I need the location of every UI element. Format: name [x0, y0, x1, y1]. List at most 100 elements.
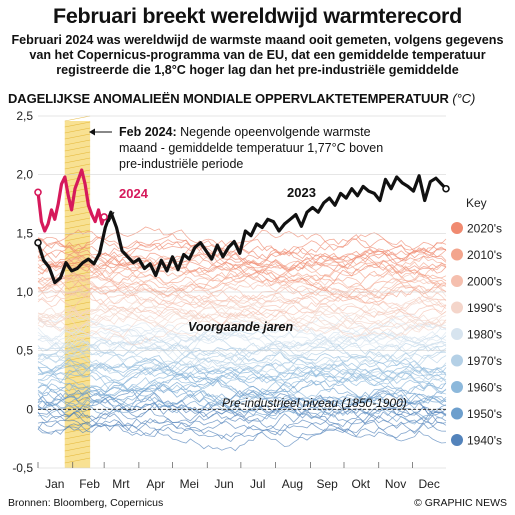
key-label: 1960's — [467, 381, 502, 395]
history-line — [37, 390, 447, 424]
y-tick-label: 0 — [26, 402, 33, 416]
key-swatch — [451, 301, 463, 314]
history-line — [37, 229, 447, 260]
key-label: 1970's — [467, 354, 502, 368]
key-swatch — [451, 407, 463, 420]
x-tick-label: Feb — [79, 477, 100, 491]
highlight-hatch — [64, 145, 91, 152]
y-tick-label: 2,5 — [16, 109, 33, 123]
highlight-hatch — [64, 217, 91, 224]
x-tick-label: Nov — [385, 477, 406, 491]
history-line — [37, 357, 447, 386]
history-line — [37, 382, 447, 412]
highlight-hatch — [64, 115, 91, 122]
history-line — [37, 407, 447, 448]
history-line — [37, 347, 447, 382]
key-swatch — [451, 381, 463, 393]
key-swatch — [451, 354, 463, 367]
x-tick-label: Apr — [146, 477, 165, 491]
x-tick-label: Sep — [317, 477, 339, 491]
y-tick-label: 0,5 — [16, 344, 33, 358]
highlight-hatch — [64, 151, 91, 158]
x-tick-label: Mei — [180, 477, 199, 491]
history-line — [37, 370, 447, 406]
key-swatch — [451, 248, 463, 261]
history-line — [37, 283, 447, 317]
highlight-hatch — [64, 457, 91, 464]
series-2023-line — [36, 174, 448, 285]
series-2024-line-end-dot — [100, 213, 108, 221]
key-label: 1990's — [467, 301, 502, 315]
y-tick-label: 1,5 — [16, 226, 33, 240]
page-subtitle: Februari 2024 was wereldwijd de warmste … — [11, 33, 504, 77]
series-2023-line-start-dot — [34, 238, 42, 247]
history-line — [37, 403, 447, 438]
history-line — [37, 387, 447, 420]
label-2024: 2024 — [119, 186, 149, 201]
history-line — [37, 326, 447, 368]
history-line — [37, 279, 447, 302]
highlight-hatch — [64, 301, 91, 308]
x-tick-label: Mrt — [112, 477, 130, 491]
page-title: Februari breekt wereldwijd warmterecord — [53, 4, 462, 28]
series-2024-pointer — [108, 211, 115, 223]
x-tick-label: Jun — [214, 477, 233, 491]
history-line — [37, 306, 447, 346]
highlight-hatch — [64, 451, 91, 458]
key-swatch — [451, 328, 463, 340]
history-line — [37, 317, 447, 344]
history-line — [37, 244, 447, 277]
history-line — [37, 276, 447, 319]
annotation-arrowhead — [89, 128, 95, 136]
x-tick-label: Okt — [351, 477, 370, 491]
highlight-hatch — [64, 433, 91, 440]
credit-note: © GRAPHIC NEWS — [414, 497, 507, 509]
label-baseline: Pre-industrieel niveau (1850-1900) — [222, 396, 407, 410]
history-line — [37, 395, 447, 425]
highlight-hatch — [64, 205, 91, 212]
highlight-hatch — [64, 343, 91, 350]
key-swatch — [451, 222, 463, 234]
annotation-bold: Feb 2024: — [119, 125, 177, 139]
history-line — [37, 318, 447, 353]
highlight-hatch — [64, 445, 91, 452]
history-line — [37, 389, 447, 425]
key-label: 2000's — [467, 275, 502, 289]
x-tick-label: Jul — [250, 477, 265, 491]
highlight-hatch — [64, 229, 91, 236]
highlight-hatch — [64, 247, 91, 254]
highlight-hatch — [64, 163, 91, 170]
history-line — [37, 270, 447, 305]
y-tick-label: 2,0 — [16, 168, 33, 182]
highlight-hatch — [64, 169, 91, 176]
highlight-hatch — [64, 235, 91, 242]
y-tick-label: -0,5 — [12, 461, 33, 475]
highlight-hatch — [64, 223, 91, 230]
key-label: 2010's — [467, 248, 502, 262]
source-note: Bronnen: Bloomberg, Copernicus — [8, 497, 164, 509]
highlight-hatch — [64, 139, 91, 146]
series-2024-line — [36, 168, 106, 233]
history-line — [37, 294, 447, 321]
annotation-line-1: Feb 2024: Negende opeenvolgende warmste — [119, 125, 371, 139]
history-line — [37, 404, 447, 444]
history-line — [37, 326, 447, 371]
highlight-hatch — [64, 361, 91, 368]
history-line — [37, 353, 447, 382]
history-line — [37, 247, 447, 275]
history-line — [37, 347, 447, 378]
annotation-text: Negende opeenvolgende warmste — [177, 125, 371, 139]
highlight-hatch — [64, 121, 91, 128]
key-label: 1980's — [467, 328, 502, 342]
highlight-hatch — [64, 127, 91, 134]
history-line — [37, 402, 447, 452]
series-2023-line-end-dot — [442, 184, 450, 193]
history-line — [37, 293, 447, 332]
y-tick-label: 1,0 — [16, 285, 33, 299]
x-tick-label: Jan — [45, 477, 64, 491]
key-label: 1940's — [467, 434, 502, 448]
history-line — [37, 266, 447, 304]
annotation-line-3: pre-industriële periode — [119, 157, 243, 171]
